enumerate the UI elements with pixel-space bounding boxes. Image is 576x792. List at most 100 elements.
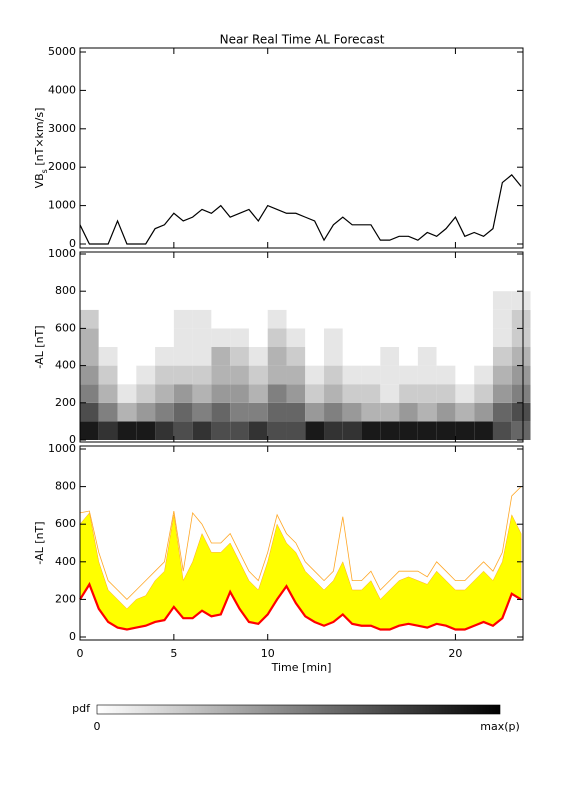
- y-axis-label: -AL [nT]: [33, 325, 46, 368]
- pdf-cell: [230, 365, 249, 385]
- y-tick-label: 400: [55, 359, 76, 372]
- max-line: [79, 486, 522, 600]
- pdf-cell: [173, 365, 193, 385]
- pdf-cell: [455, 365, 475, 385]
- y-tick-label: 2000: [48, 160, 76, 173]
- pdf-cell: [474, 384, 493, 403]
- band-area: [79, 512, 522, 630]
- y-tick-label: 0: [69, 630, 76, 643]
- pdf-cell: [492, 309, 512, 329]
- pdf-cell: [305, 402, 325, 422]
- pdf-cell: [211, 384, 231, 403]
- y-tick-label: 3000: [48, 122, 76, 135]
- pdf-cell: [80, 402, 99, 422]
- pdf-cell: [248, 309, 268, 329]
- pdf-cell: [286, 402, 306, 422]
- pdf-cell: [417, 365, 437, 385]
- pdf-cell: [436, 291, 456, 310]
- pdf-cell: [342, 365, 362, 385]
- x-axis-label: Time [min]: [271, 661, 332, 674]
- pdf-cell: [98, 309, 118, 329]
- pdf-cell: [286, 347, 306, 366]
- y-tick-label: 0: [69, 433, 76, 446]
- pdf-cell: [324, 328, 343, 347]
- pdf-cell: [248, 384, 268, 403]
- pdf-cell: [80, 291, 99, 310]
- pdf-cell: [248, 365, 268, 385]
- pdf-cell: [417, 421, 437, 440]
- pdf-cell: [342, 402, 362, 422]
- pdf-cell: [211, 402, 231, 422]
- y-tick-label: 800: [55, 284, 76, 297]
- pdf-cell: [211, 365, 231, 385]
- pdf-cell: [192, 402, 212, 422]
- y-tick-label: 0: [69, 237, 76, 250]
- pdf-cell: [511, 347, 531, 366]
- pdf-cell: [380, 309, 400, 329]
- pdf-cell: [342, 291, 362, 310]
- pdf-cell: [98, 347, 118, 366]
- pdf-cell: [455, 384, 475, 403]
- pdf-cell: [136, 365, 156, 385]
- pdf-cell: [399, 402, 418, 422]
- pdf-cell: [305, 291, 325, 310]
- pdf-cell: [342, 347, 362, 366]
- pdf-cell: [492, 347, 512, 366]
- pdf-cell: [80, 421, 99, 440]
- pdf-cell: [511, 309, 531, 329]
- pdf-cell: [380, 384, 400, 403]
- pdf-cell: [324, 421, 343, 440]
- pdf-cell: [492, 291, 512, 310]
- colorbar-title: pdf: [72, 702, 91, 715]
- y-tick-label: 600: [55, 321, 76, 334]
- y-tick-label: 4000: [48, 83, 76, 96]
- y-tick-label: 800: [55, 480, 76, 493]
- pdf-cell: [173, 347, 193, 366]
- pdf-cell: [492, 402, 512, 422]
- pdf-cell: [492, 421, 512, 440]
- pdf-cell: [436, 309, 456, 329]
- pdf-cell: [436, 421, 456, 440]
- pdf-cell: [361, 421, 381, 440]
- pdf-cell: [173, 402, 193, 422]
- y-label-part: VB: [33, 173, 46, 188]
- pdf-cell: [324, 309, 343, 329]
- pdf-cell: [342, 309, 362, 329]
- pdf-cell: [80, 309, 99, 329]
- pdf-cell: [474, 309, 493, 329]
- pdf-cell: [192, 309, 212, 329]
- x-tick-label: 20: [448, 647, 462, 660]
- pdf-cell: [192, 421, 212, 440]
- pdf-cell: [267, 328, 287, 347]
- pdf-cell: [436, 384, 456, 403]
- pdf-cell: [173, 328, 193, 347]
- pdf-cell: [455, 291, 475, 310]
- pdf-cell: [455, 309, 475, 329]
- pdf-cell: [117, 309, 137, 329]
- pdf-cell: [474, 328, 493, 347]
- pdf-cell: [192, 328, 212, 347]
- pdf-cell: [342, 328, 362, 347]
- pdf-cell: [286, 365, 306, 385]
- y-tick-label: 400: [55, 555, 76, 568]
- pdf-cell: [380, 365, 400, 385]
- pdf-cell: [155, 402, 174, 422]
- pdf-cell: [267, 291, 287, 310]
- pdf-cell: [173, 421, 193, 440]
- pdf-cell: [286, 384, 306, 403]
- pdf-cell: [511, 384, 531, 403]
- pdf-cell: [248, 421, 268, 440]
- pdf-cell: [155, 291, 174, 310]
- pdf-cell: [192, 384, 212, 403]
- pdf-cell: [305, 384, 325, 403]
- pdf-cell: [248, 328, 268, 347]
- pdf-cell: [192, 347, 212, 366]
- pdf-cell: [117, 291, 137, 310]
- pdf-cell: [117, 365, 137, 385]
- x-tick-label: 10: [261, 647, 275, 660]
- pdf-cell: [80, 365, 99, 385]
- pdf-cell: [455, 347, 475, 366]
- pdf-cell: [511, 328, 531, 347]
- pdf-cell: [324, 347, 343, 366]
